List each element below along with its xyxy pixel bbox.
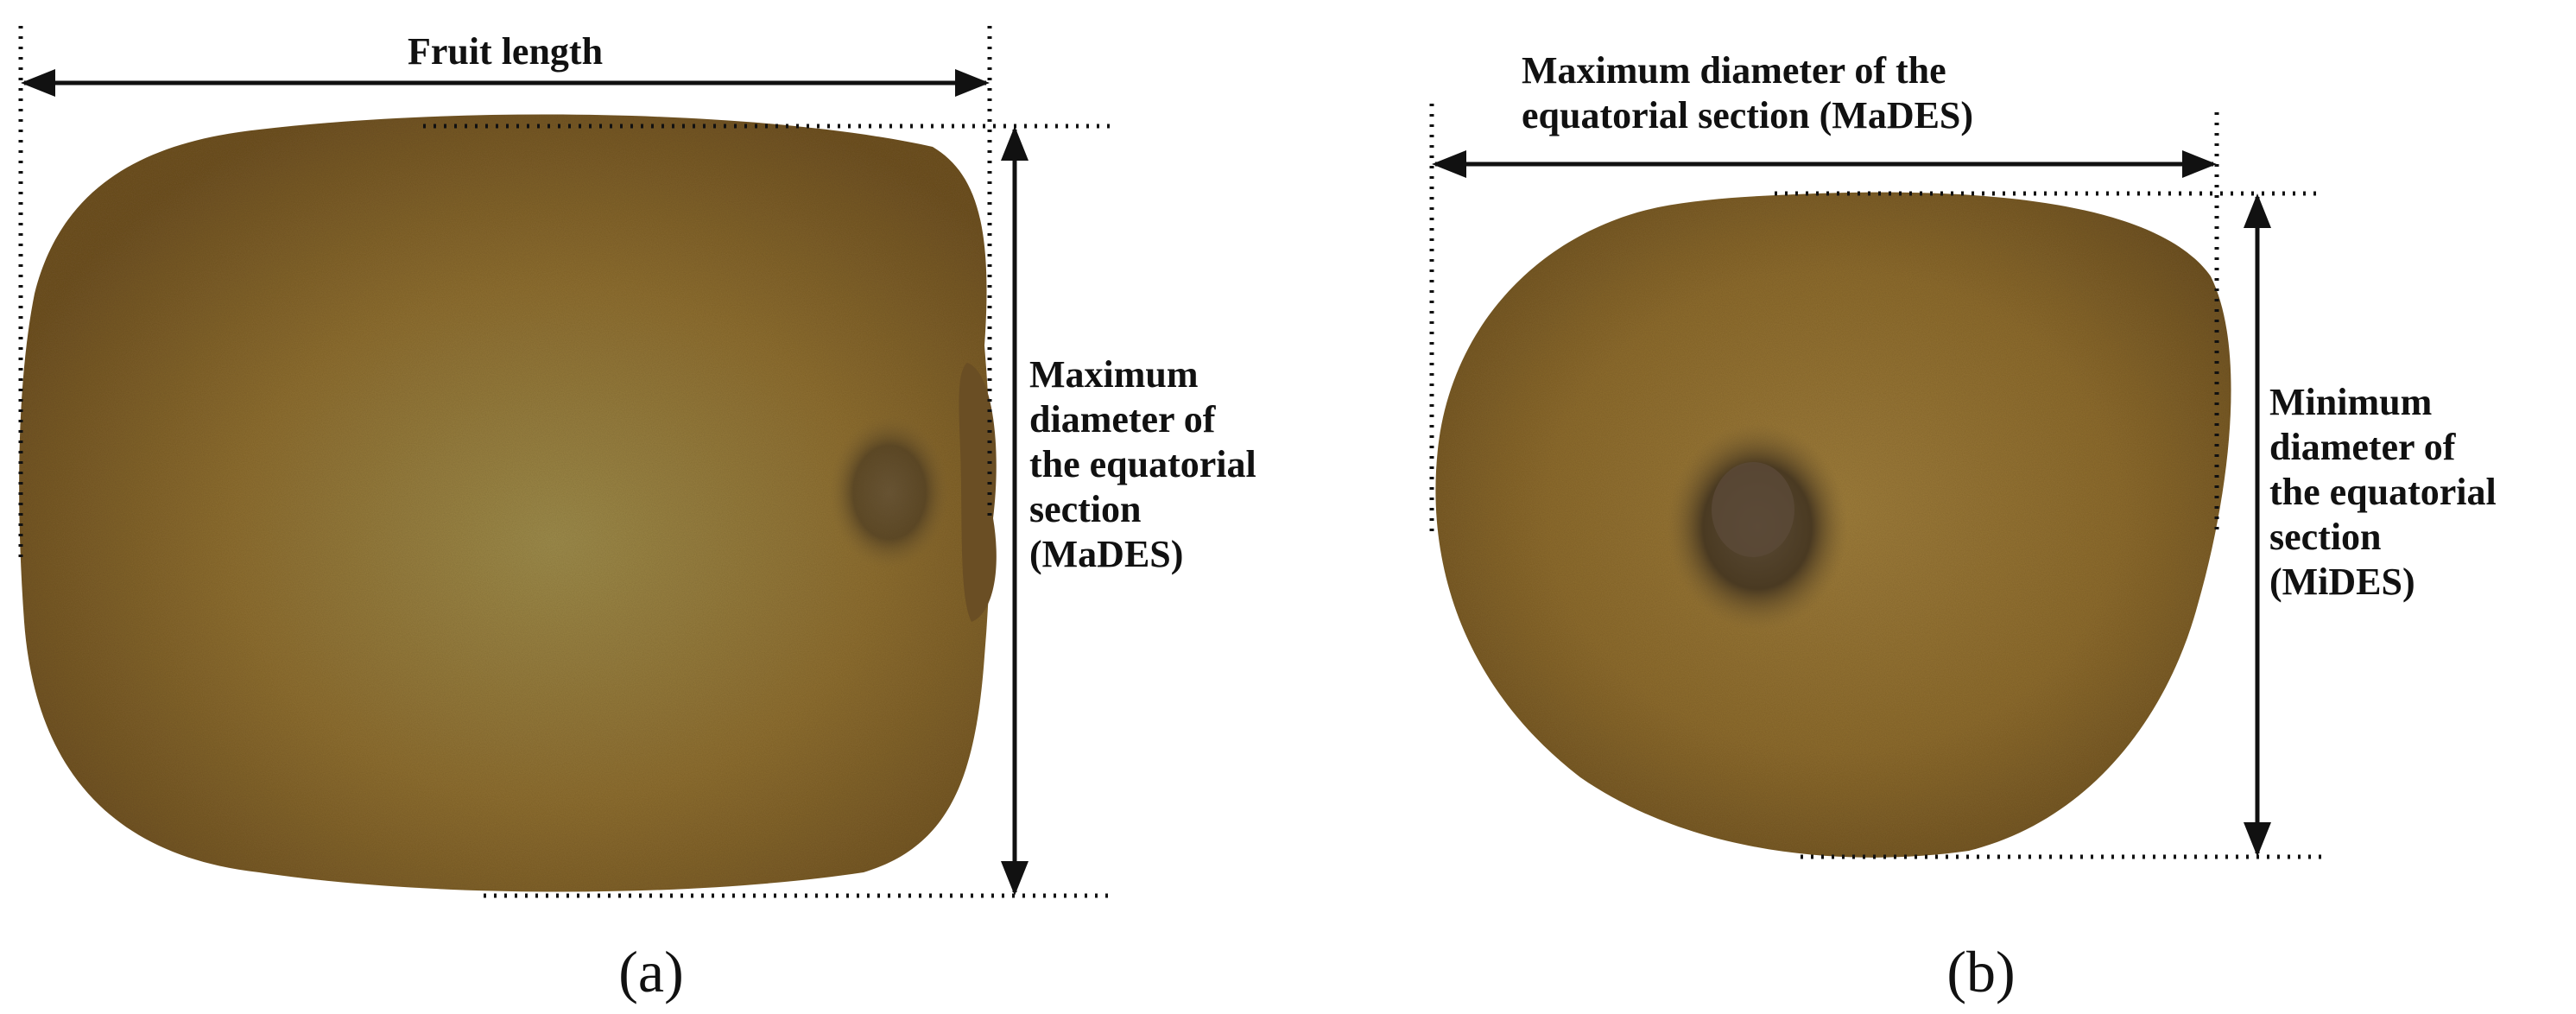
panel-a: Fruit length Maximum diameter of the equ…: [18, 26, 1266, 1004]
kiwi-end-view-image: [1435, 192, 2231, 858]
kiwi-end-stem-core: [1712, 462, 1794, 557]
panel-a-side-label: Maximum diameter of the equatorial secti…: [1029, 353, 1266, 575]
kiwi-stem-end: [959, 363, 997, 622]
panel-a-label: (a): [618, 939, 683, 1004]
panel-a-side-line-2: diameter of: [1029, 398, 1217, 440]
panel-a-guides: [18, 26, 1110, 898]
panel-b-top-label: Maximum diameter of the equatorial secti…: [1522, 49, 1973, 136]
panel-a-side-line-4: section: [1029, 488, 1142, 530]
panel-b-label: (b): [1946, 939, 2015, 1004]
fruit-length-label: Fruit length: [408, 30, 603, 73]
panel-b-side-line-1: Minimum: [2269, 381, 2432, 423]
kiwi-side-stem-scar: [829, 415, 950, 570]
panel-b: Maximum diameter of the equatorial secti…: [1429, 49, 2506, 1004]
panel-a-side-line-1: Maximum: [1029, 353, 1199, 396]
kiwi-side-view-image: [19, 114, 997, 892]
panel-b-guides: [1429, 104, 2323, 859]
panel-b-side-line-5: (MiDES): [2269, 561, 2415, 603]
panel-b-side-line-2: diameter of: [2269, 426, 2457, 468]
panel-b-side-label: Minimum diameter of the equatorial secti…: [2269, 381, 2506, 603]
panel-a-side-line-5: (MaDES): [1029, 533, 1183, 575]
panel-b-top-line-2: equatorial section (MaDES): [1522, 94, 1973, 136]
panel-b-side-line-4: section: [2269, 516, 2382, 558]
panel-b-side-line-3: the equatorial: [2269, 471, 2497, 513]
kiwi-side-body: [19, 114, 991, 892]
panel-b-top-line-1: Maximum diameter of the: [1522, 49, 1946, 92]
panel-a-side-line-3: the equatorial: [1029, 443, 1256, 485]
